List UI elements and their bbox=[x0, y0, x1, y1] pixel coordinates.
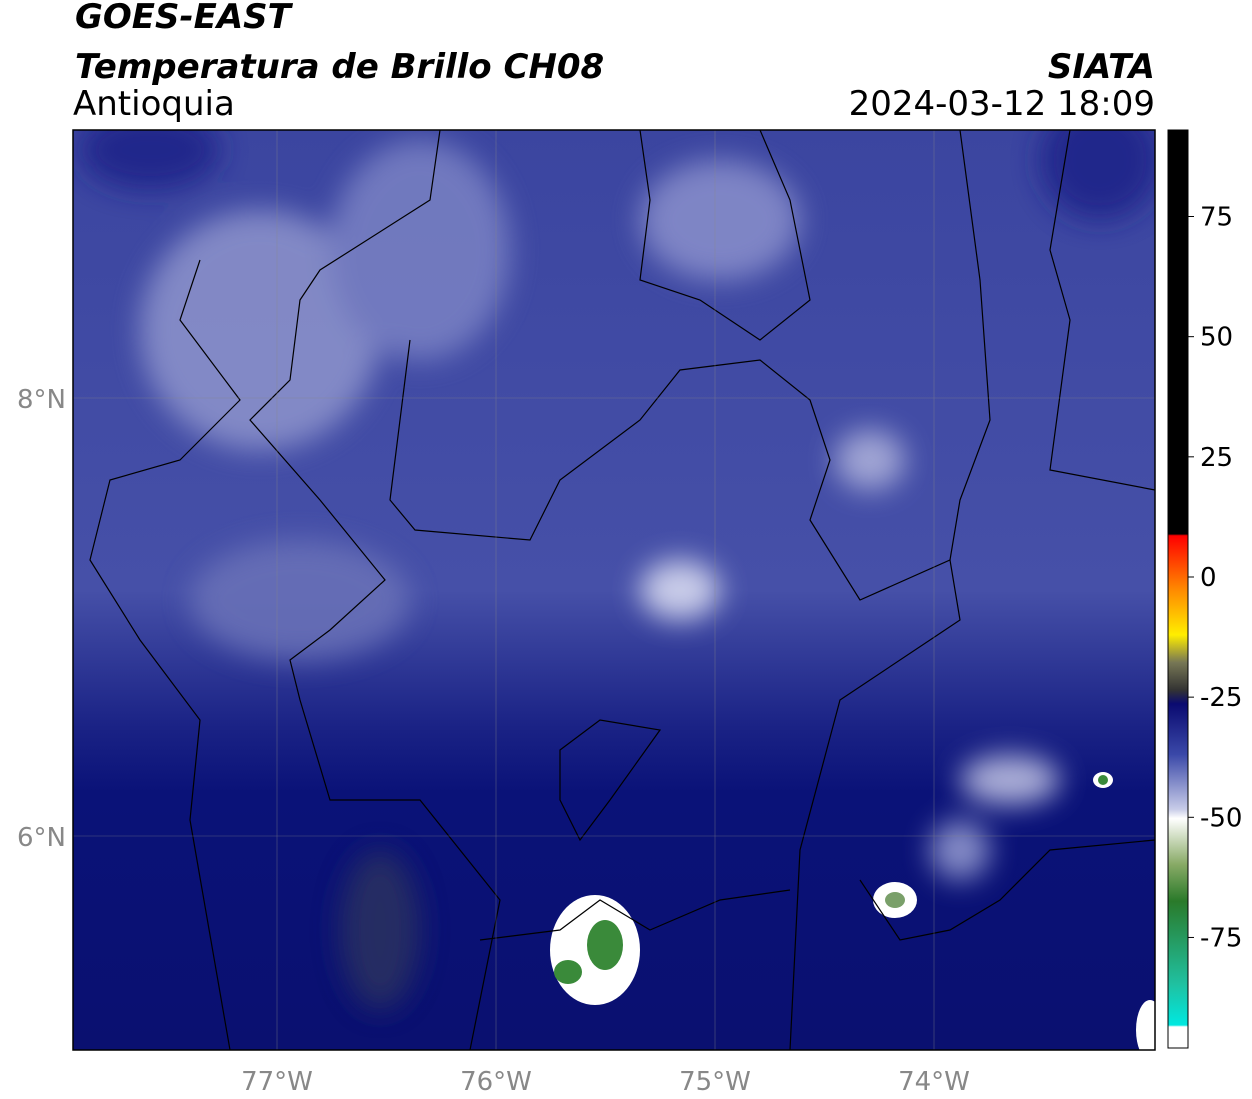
colorbar-ticks: 75 50 25 0 -25 -50 -75 bbox=[1188, 203, 1242, 953]
title: GOES-EAST bbox=[75, 0, 294, 37]
source: SIATA bbox=[1048, 47, 1155, 87]
colorbar-tick-label: -50 bbox=[1200, 803, 1242, 833]
datetime: 2024-03-12 18:09 bbox=[849, 84, 1155, 124]
colorbar-tick-label: 50 bbox=[1200, 323, 1233, 353]
satellite-image bbox=[73, 130, 1155, 1050]
lat-label: 8°N bbox=[17, 385, 66, 415]
colorbar-tick-label: 0 bbox=[1200, 563, 1217, 593]
colorbar-tick-label: 75 bbox=[1200, 203, 1233, 233]
colorbar-tick-label: 25 bbox=[1200, 443, 1233, 473]
lon-label: 74°W bbox=[898, 1067, 970, 1097]
lon-label: 75°W bbox=[679, 1067, 751, 1097]
map-frame bbox=[72, 129, 1156, 1051]
lat-label: 6°N bbox=[17, 823, 66, 853]
lon-label: 77°W bbox=[241, 1067, 313, 1097]
subtitle: Temperatura de Brillo CH08 bbox=[75, 47, 604, 87]
colorbar-tick-label: -25 bbox=[1200, 683, 1242, 713]
colorbar-tick-label: -75 bbox=[1200, 923, 1242, 953]
region: Antioquia bbox=[73, 84, 235, 124]
colorbar bbox=[1167, 129, 1189, 1049]
lon-label: 76°W bbox=[460, 1067, 532, 1097]
